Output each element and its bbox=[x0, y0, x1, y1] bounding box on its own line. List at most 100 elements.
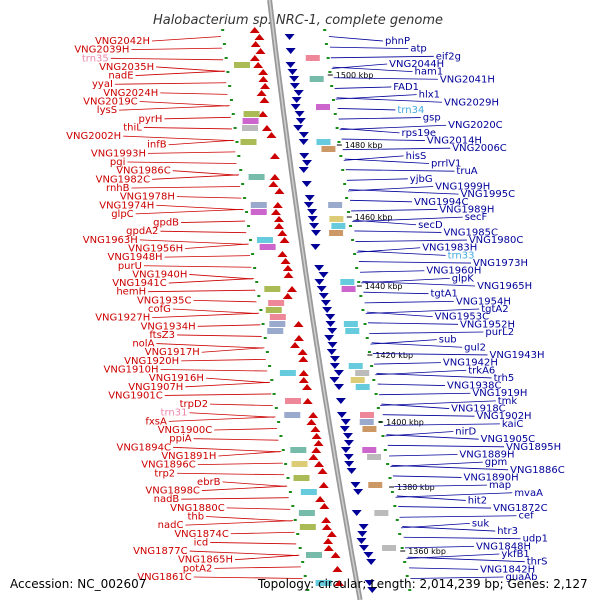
right-leader-line bbox=[391, 464, 509, 471]
scale-tick bbox=[398, 533, 402, 535]
left-leader-line bbox=[230, 531, 295, 535]
feature-box bbox=[362, 426, 377, 432]
scale-tick bbox=[383, 449, 387, 451]
reverse-gene-arrow bbox=[314, 265, 325, 271]
left-leader-line bbox=[222, 481, 286, 487]
feature-box bbox=[350, 377, 365, 383]
reverse-gene-arrow bbox=[336, 412, 347, 418]
reverse-gene-arrow bbox=[291, 97, 302, 103]
right-leader-line bbox=[359, 270, 425, 273]
kbp-label: 1480 kbp bbox=[345, 141, 383, 150]
scale-tick bbox=[277, 421, 281, 423]
feature-box bbox=[259, 244, 276, 250]
scale-tick bbox=[405, 575, 409, 577]
scale-tick bbox=[247, 225, 251, 227]
right-leader-line bbox=[352, 216, 463, 223]
reverse-gene-arrow bbox=[298, 132, 309, 138]
forward-gene-arrow bbox=[298, 377, 309, 383]
right-leader-line bbox=[332, 66, 413, 73]
scale-tick bbox=[296, 533, 300, 535]
forward-gene-label: trn35 bbox=[82, 53, 109, 64]
scale-tick bbox=[339, 155, 343, 157]
feature-box bbox=[279, 370, 296, 376]
reverse-gene-label: VNG1952H bbox=[460, 319, 515, 330]
left-leader-line bbox=[168, 278, 254, 284]
reverse-gene-label: VNG1895H bbox=[506, 442, 561, 453]
forward-gene-label: VNG1894C bbox=[116, 442, 171, 453]
forward-gene-label: purU bbox=[118, 261, 142, 272]
left-leader-line bbox=[143, 127, 232, 130]
scale-tick bbox=[272, 393, 276, 395]
forward-gene-label: lysS bbox=[97, 105, 117, 116]
reverse-gene-label: VNG2029H bbox=[444, 97, 499, 108]
forward-gene-label: VNG1948H bbox=[108, 252, 163, 263]
scale-tick bbox=[390, 491, 394, 493]
forward-gene-arrow bbox=[272, 202, 283, 208]
forward-gene-label: pyrH bbox=[139, 114, 163, 125]
reverse-gene-arrow bbox=[335, 398, 346, 404]
reverse-gene-arrow bbox=[329, 363, 340, 369]
scale-tick bbox=[245, 211, 249, 213]
reverse-gene-label: VNG1983H bbox=[422, 243, 477, 254]
right-leader-line bbox=[358, 261, 471, 264]
forward-gene-label: fxsA bbox=[145, 416, 167, 427]
scale-tick bbox=[255, 281, 259, 283]
reverse-gene-label: VNG1985C bbox=[443, 227, 498, 238]
reverse-gene-arrow bbox=[318, 293, 329, 299]
forward-gene-arrow bbox=[280, 258, 291, 264]
reverse-gene-label: VNG1890H bbox=[464, 472, 519, 483]
right-leader-line bbox=[377, 383, 446, 386]
scale-tick bbox=[351, 239, 355, 241]
forward-gene-arrow bbox=[282, 293, 293, 299]
reverse-gene-arrow bbox=[320, 300, 331, 306]
reverse-gene-label: hlx1 bbox=[419, 90, 440, 101]
scale-tick bbox=[347, 211, 351, 213]
right-leader-line bbox=[342, 147, 451, 151]
forward-gene-arrow bbox=[283, 272, 294, 278]
kbp-label: 1420 kbp bbox=[375, 351, 413, 360]
right-leader-line bbox=[363, 291, 429, 295]
scale-tick bbox=[361, 309, 365, 311]
feature-box bbox=[368, 482, 383, 488]
reverse-gene-label: VNG1902H bbox=[477, 411, 532, 422]
right-leader-line bbox=[338, 117, 421, 120]
feature-box bbox=[284, 398, 301, 404]
left-leader-line bbox=[189, 274, 253, 280]
backbone-highlight bbox=[268, 0, 361, 600]
left-leader-line bbox=[177, 334, 262, 337]
right-leader-line bbox=[387, 444, 505, 448]
scale-tick bbox=[328, 71, 332, 73]
reverse-gene-label: VNG1942H bbox=[443, 358, 498, 369]
feature-box bbox=[305, 55, 320, 61]
left-leader-line bbox=[131, 186, 241, 189]
forward-gene-label: pgi bbox=[110, 157, 125, 168]
forward-gene-arrow bbox=[334, 580, 345, 586]
reverse-gene-arrow bbox=[304, 195, 315, 201]
forward-gene-label: VNG1917H bbox=[145, 347, 200, 358]
reverse-gene-arrow bbox=[343, 454, 354, 460]
scale-tick bbox=[270, 379, 274, 381]
right-leader-line bbox=[341, 138, 425, 141]
scale-tick bbox=[233, 127, 237, 129]
left-leader-line bbox=[185, 520, 294, 526]
feature-box bbox=[374, 510, 389, 516]
right-leader-line bbox=[340, 127, 400, 134]
scale-tick bbox=[365, 337, 369, 339]
feature-box bbox=[329, 230, 344, 236]
scale-tick bbox=[288, 491, 292, 493]
left-leader-line bbox=[181, 220, 245, 223]
reverse-gene-label: VNG1848H bbox=[476, 541, 531, 552]
left-leader-line bbox=[210, 542, 297, 545]
scale-tick bbox=[355, 267, 359, 269]
left-leader-line bbox=[151, 36, 221, 42]
scale-tick bbox=[241, 183, 245, 185]
forward-gene-arrow bbox=[314, 461, 325, 467]
left-leader-line bbox=[185, 243, 249, 249]
right-leader-line bbox=[346, 178, 408, 181]
right-leader-line bbox=[330, 55, 434, 59]
forward-gene-label: nadB bbox=[154, 494, 180, 505]
forward-gene-label: cofG bbox=[148, 304, 171, 315]
left-leader-line bbox=[160, 230, 247, 234]
feature-box bbox=[382, 545, 397, 551]
